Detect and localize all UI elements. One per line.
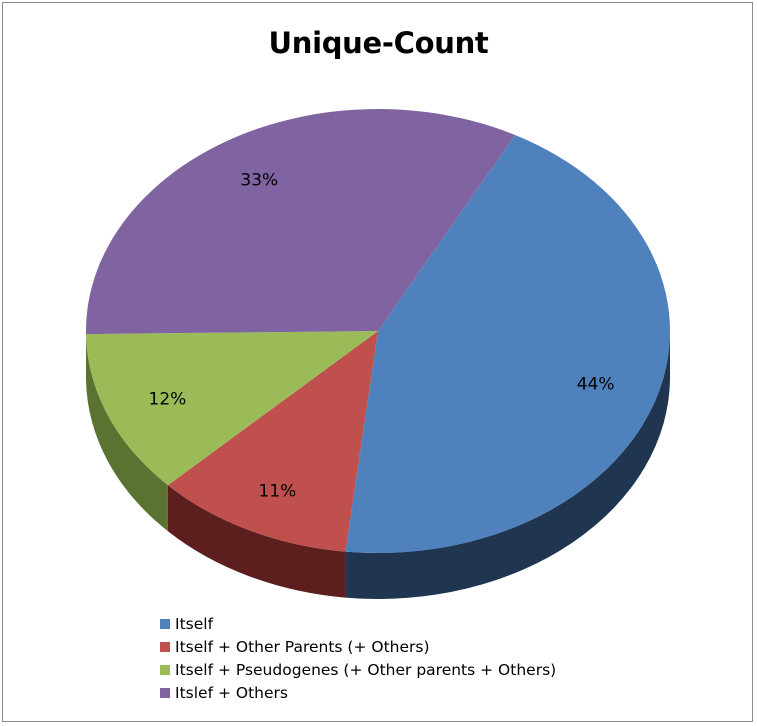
pie-side-1 (345, 331, 670, 600)
pie-side-3 (86, 334, 168, 532)
legend-item: Itself + Pseudogenes (+ Other parents + … (160, 658, 556, 681)
legend: Itself Itself + Other Parents (+ Others) I… (160, 612, 556, 704)
legend-swatch (160, 618, 170, 629)
legend-item: Itself (160, 612, 556, 635)
data-label-3: 12% (149, 390, 187, 410)
legend-swatch (160, 664, 170, 675)
legend-swatch (160, 641, 170, 652)
pie-tops (86, 109, 671, 554)
data-label-4: 33% (240, 170, 278, 190)
legend-item: Itslef + Others (160, 681, 556, 704)
legend-label: Itself + Other Parents (+ Others) (175, 637, 430, 656)
pie-slice-3 (86, 331, 378, 486)
pie-sides (86, 331, 670, 600)
pie-slice-4 (86, 109, 516, 335)
pie-side-2 (167, 485, 346, 598)
legend-label: Itslef + Others (175, 683, 288, 702)
legend-label: Itself + Pseudogenes (+ Other parents + … (175, 660, 557, 679)
legend-swatch (160, 687, 170, 698)
data-label-1: 44% (577, 375, 615, 395)
pie-slice-1 (345, 134, 671, 554)
chart-title: Unique-Count (268, 26, 489, 60)
legend-label: Itself (175, 614, 214, 633)
pie-slice-2 (167, 331, 378, 552)
legend-item: Itself + Other Parents (+ Others) (160, 635, 556, 658)
data-label-2: 11% (259, 481, 297, 501)
pie-labels: 44% 11% 12% 33% (149, 170, 615, 501)
